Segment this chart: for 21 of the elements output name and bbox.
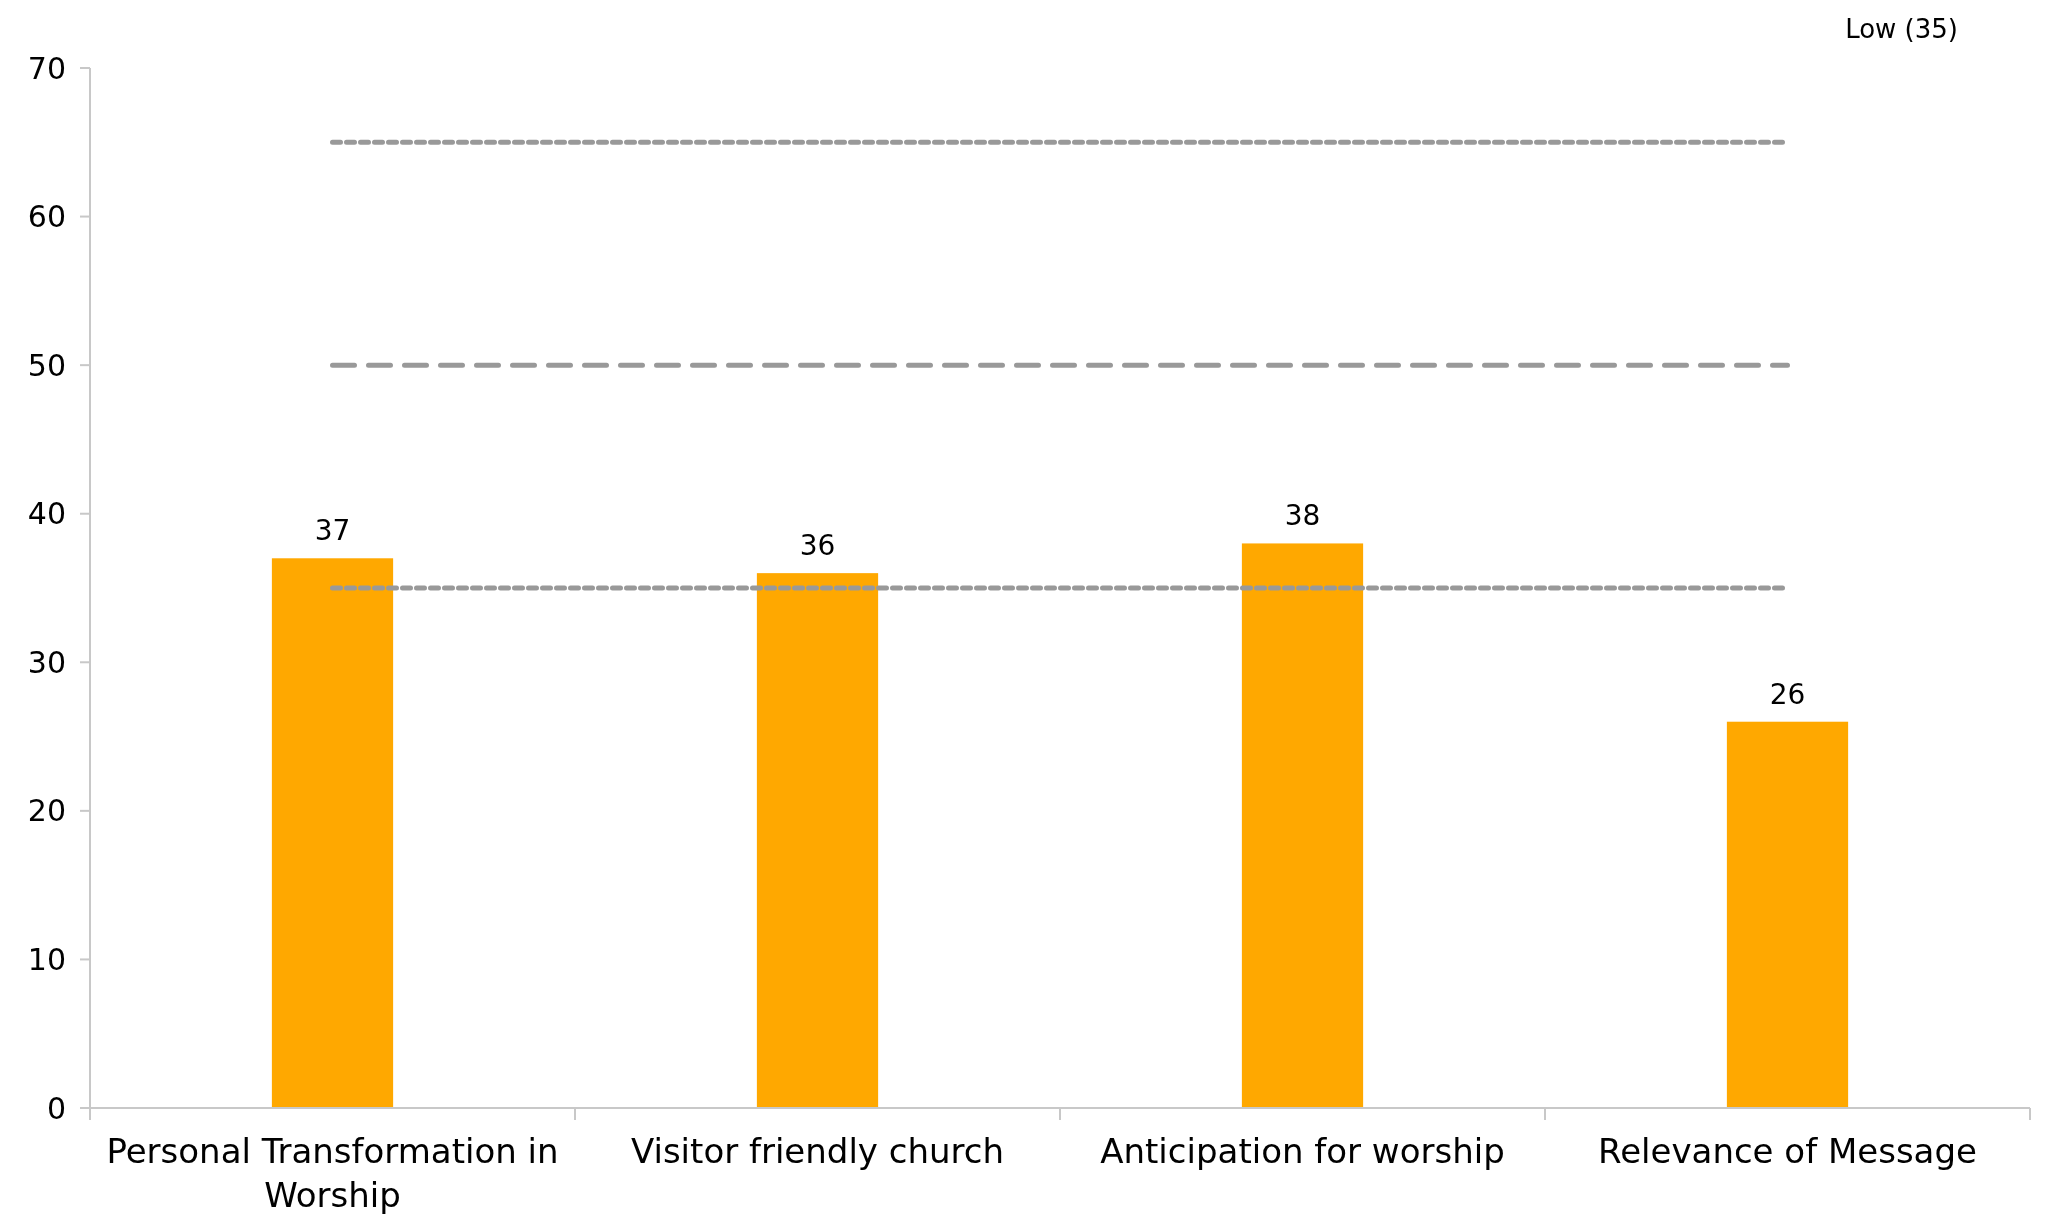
x-tick-label: Anticipation for worship (1100, 1131, 1505, 1171)
bar (1241, 543, 1364, 1108)
data-label: 37 (314, 514, 351, 548)
data-label: 38 (1284, 499, 1321, 533)
bar (756, 573, 879, 1108)
bar (271, 558, 394, 1108)
y-tick-label: 30 (27, 644, 66, 680)
y-tick-label: 10 (27, 941, 66, 977)
y-tick-label: 40 (27, 496, 66, 532)
y-tick-label: 20 (27, 793, 66, 829)
x-tick-label: Personal Transformation in Worship (106, 1131, 559, 1215)
data-label: 36 (799, 529, 836, 563)
y-tick-label: 60 (27, 199, 66, 235)
y-tick-label: 0 (46, 1090, 66, 1126)
text: Low (35) (1845, 14, 1958, 44)
y-tick-label: 70 (27, 50, 66, 86)
y-tick-label: 50 (27, 347, 66, 383)
x-tick-label: Visitor friendly church (630, 1131, 1005, 1171)
data-label: 26 (1769, 677, 1806, 711)
x-tick-label: Relevance of Message (1598, 1131, 1977, 1171)
bar (1726, 721, 1849, 1108)
